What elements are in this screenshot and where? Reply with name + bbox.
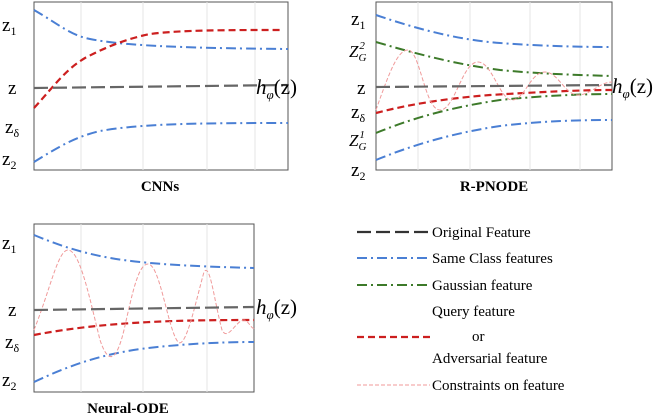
rpnode-query-curve (375, 88, 613, 115)
rpnode-original-feature-line (375, 83, 613, 89)
cnns-caption: CNNs (141, 179, 179, 195)
cnns-label-z: z (8, 78, 16, 99)
rpnode-caption: R-PNODE (460, 179, 528, 195)
legend-label-query-line2: or (472, 329, 485, 345)
legend-item-constraint: Constraints on feature (357, 378, 565, 394)
legend-label-query-line3: Adversarial feature (432, 351, 548, 367)
cnns-original-feature-line (33, 83, 289, 90)
rpnode-label-z: z (357, 78, 365, 99)
cnns-label-z2: z2 (2, 149, 16, 172)
legend-label-original: Original Feature (432, 225, 531, 241)
cnns-label-z1: z1 (2, 15, 16, 38)
panel-neural-ode: z1 z zδ z2 hφ(z) Neural-ODE (2, 223, 297, 417)
panel-neural-ode-frame (33, 223, 255, 393)
cnns-label-zdelta: zδ (5, 117, 19, 140)
legend-item-same-class: Same Class features (357, 251, 553, 267)
cnns-same-class-upper-curve (33, 9, 289, 50)
cnns-query-curve (33, 28, 283, 109)
neural-ode-label-z1: z1 (2, 233, 16, 256)
rpnode-label-zg1: ZG1 (349, 129, 366, 153)
cnns-same-class-lower-curve (33, 122, 289, 163)
legend-item-gaussian: Gaussian feature (357, 278, 533, 294)
neural-ode-h-phi-label: hφ(z) (256, 295, 297, 322)
neural-ode-same-class-upper-curve (33, 234, 255, 269)
rpnode-constraint-curve (375, 49, 613, 111)
legend: Original Feature Same Class features Gau… (357, 225, 565, 394)
neural-ode-same-class-lower-curve (33, 341, 255, 383)
legend-label-query-line1: Query feature (432, 304, 515, 320)
rpnode-gaussian-upper-curve (375, 41, 613, 77)
legend-label-same-class: Same Class features (432, 251, 553, 267)
cnns-h-phi-label: hφ(z) (256, 75, 297, 102)
rpnode-h-phi-label: hφ(z) (612, 74, 653, 101)
legend-item-query: Query feature or Adversarial feature (357, 304, 548, 367)
panel-cnns: z1 z zδ z2 hφ(z) CNNs (2, 1, 297, 195)
legend-item-original-feature: Original Feature (357, 225, 531, 241)
rpnode-label-zdelta: zδ (351, 102, 365, 125)
rpnode-label-z1: z1 (351, 9, 365, 32)
rpnode-label-z2: z2 (351, 160, 365, 183)
neural-ode-query-curve (33, 318, 255, 337)
neural-ode-label-z2: z2 (2, 370, 16, 393)
rpnode-same-class-lower-curve (375, 119, 613, 161)
rpnode-label-zg2: ZG2 (349, 40, 366, 64)
neural-ode-original-feature-line (33, 305, 255, 312)
neural-ode-caption: Neural-ODE (87, 401, 169, 417)
neural-ode-constraint-curve (33, 249, 255, 357)
rpnode-same-class-upper-curve (375, 14, 613, 48)
neural-ode-label-zdelta: zδ (5, 332, 19, 355)
panel-rpnode: z1 ZG2 z zδ ZG1 z2 hφ(z) R-PNODE (349, 1, 653, 195)
legend-label-constraint: Constraints on feature (432, 378, 565, 394)
legend-label-gaussian: Gaussian feature (432, 278, 533, 294)
neural-ode-label-z: z (8, 300, 16, 321)
